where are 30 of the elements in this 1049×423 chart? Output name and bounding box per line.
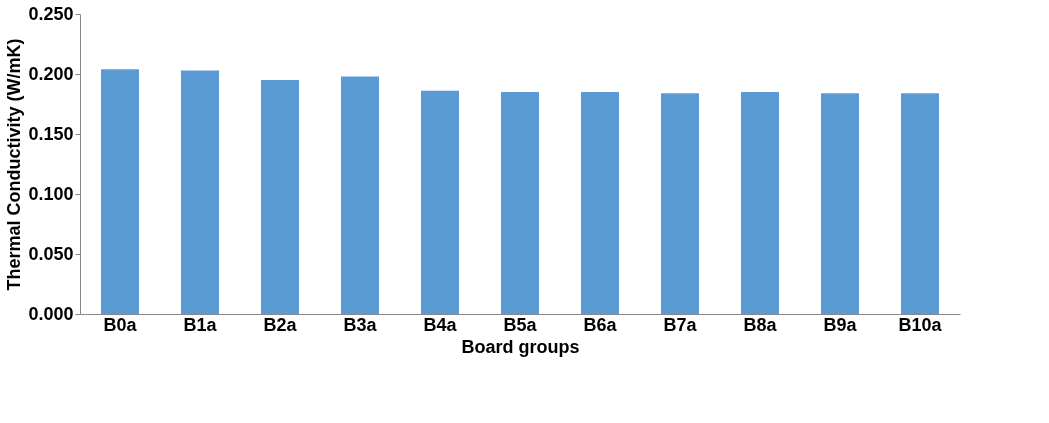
- y-tick-label: 0.050: [28, 243, 74, 264]
- bar: [101, 69, 139, 314]
- bar: [901, 93, 939, 314]
- x-tick-label: B7a: [663, 314, 698, 335]
- x-tick-label: B1a: [183, 314, 218, 335]
- bar: [421, 90, 459, 314]
- x-tick-label: B6a: [583, 314, 618, 335]
- y-tick-label: 0.150: [28, 123, 74, 144]
- x-tick-label: B5a: [503, 314, 538, 335]
- bar: [181, 70, 219, 314]
- y-tick-label: 0.250: [28, 3, 74, 24]
- bar: [661, 93, 699, 314]
- bar: [501, 92, 539, 314]
- y-tick-label: 0.100: [28, 183, 74, 204]
- x-tick-label: B3a: [343, 314, 378, 335]
- x-tick-label: B9a: [823, 314, 858, 335]
- bar: [581, 92, 619, 314]
- bar: [821, 93, 859, 314]
- x-tick-label: B4a: [423, 314, 458, 335]
- bar: [341, 76, 379, 314]
- x-tick-label: B8a: [743, 314, 778, 335]
- y-tick-label: 0.200: [28, 63, 74, 84]
- bar: [261, 80, 299, 314]
- x-axis-title: Board groups: [461, 336, 580, 357]
- x-tick-label: B0a: [103, 314, 138, 335]
- x-tick-label: B2a: [263, 314, 298, 335]
- x-tick-label: B10a: [898, 314, 943, 335]
- y-tick-label: 0.000: [28, 303, 74, 324]
- y-axis-title: Thermal Conductivity (W/mK): [4, 38, 25, 291]
- bar: [741, 92, 779, 314]
